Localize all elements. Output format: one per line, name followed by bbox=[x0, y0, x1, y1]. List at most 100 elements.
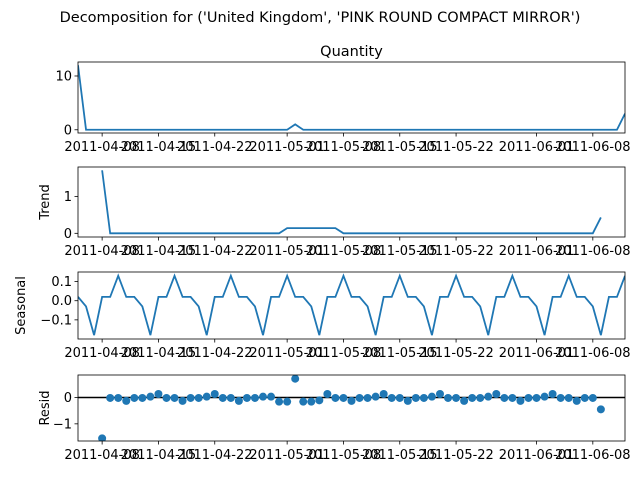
y-tick-label: 0 bbox=[64, 227, 72, 242]
resid-point bbox=[387, 393, 396, 402]
x-tick-label: 2011-06-08 bbox=[555, 448, 631, 463]
resid-point bbox=[411, 393, 420, 402]
x-tick-label: 2011-06-08 bbox=[555, 140, 631, 155]
resid-point bbox=[275, 397, 284, 406]
resid-point bbox=[508, 393, 517, 402]
series-resid bbox=[78, 375, 625, 441]
resid-point bbox=[452, 393, 461, 402]
x-tick-label: 2011-04-22 bbox=[177, 346, 253, 361]
resid-point bbox=[250, 393, 259, 402]
x-tick-label: 2011-05-15 bbox=[362, 244, 438, 259]
x-tick-label: 2011-05-15 bbox=[362, 346, 438, 361]
resid-point bbox=[307, 397, 316, 406]
resid-point bbox=[355, 393, 364, 402]
resid-point bbox=[580, 393, 589, 402]
panel-observed: Quantity 0 10 2011-04-082011-04-152011-04-2… bbox=[55, 44, 630, 155]
y-tick-label: 10 bbox=[55, 69, 72, 84]
x-tick-label: 2011-04-22 bbox=[177, 448, 253, 463]
x-tick-label: 2011-06-01 bbox=[499, 140, 575, 155]
x-tick-label: 2011-05-01 bbox=[249, 346, 325, 361]
seasonal-line bbox=[78, 273, 625, 336]
x-tick-label: 2011-05-01 bbox=[249, 244, 325, 259]
resid-point bbox=[548, 390, 557, 399]
resid-point bbox=[500, 393, 509, 402]
resid-point bbox=[435, 390, 444, 399]
resid-point bbox=[114, 393, 123, 402]
series-observed bbox=[78, 65, 625, 131]
resid-point bbox=[347, 396, 356, 405]
x-tick-label: 2011-04-08 bbox=[64, 448, 140, 463]
axes-frame bbox=[77, 374, 626, 442]
x-tick-label: 2011-05-01 bbox=[249, 140, 325, 155]
ylabel-trend: Trend bbox=[38, 184, 53, 221]
resid-point bbox=[202, 392, 211, 401]
resid-point bbox=[363, 393, 372, 402]
resid-point bbox=[572, 396, 581, 405]
resid-point bbox=[476, 393, 485, 402]
resid-point bbox=[98, 434, 107, 441]
resid-point bbox=[178, 396, 187, 405]
x-tick-label: 2011-05-08 bbox=[306, 346, 382, 361]
resid-point bbox=[588, 393, 597, 402]
resid-point bbox=[194, 393, 203, 402]
x-tick-label: 2011-06-08 bbox=[555, 346, 631, 361]
resid-point bbox=[492, 390, 501, 399]
y-tick-label: 0.0 bbox=[51, 294, 72, 309]
resid-point bbox=[331, 393, 340, 402]
resid-point bbox=[444, 393, 453, 402]
resid-point bbox=[210, 390, 219, 399]
y-tick-label: −0.1 bbox=[40, 313, 72, 328]
axes-frame bbox=[77, 166, 626, 238]
resid-point bbox=[419, 393, 428, 402]
resid-point bbox=[564, 393, 573, 402]
panel-seasonal: Seasonal 0.10.0−0.12011-04-082011-04-1520… bbox=[14, 271, 631, 361]
resid-point bbox=[146, 392, 155, 401]
resid-point bbox=[226, 393, 235, 402]
y-tick-label: 0.1 bbox=[51, 275, 72, 290]
x-tick-label: 2011-06-01 bbox=[499, 244, 575, 259]
panels: Quantity0102011-04-082011-04-152011-04-2… bbox=[14, 44, 631, 463]
resid-point bbox=[339, 393, 348, 402]
x-tick-label: 2011-05-22 bbox=[418, 140, 494, 155]
resid-point bbox=[460, 396, 469, 405]
x-tick-label: 2011-06-08 bbox=[555, 244, 631, 259]
series-trend bbox=[101, 170, 602, 235]
x-tick-label: 2011-04-08 bbox=[64, 244, 140, 259]
y-tick-label: 0 bbox=[64, 391, 72, 406]
resid-point bbox=[556, 393, 565, 402]
x-tick-label: 2011-04-08 bbox=[64, 140, 140, 155]
x-tick-label: 2011-05-22 bbox=[418, 346, 494, 361]
resid-point bbox=[379, 390, 388, 399]
resid-point bbox=[130, 393, 139, 402]
resid-point bbox=[170, 393, 179, 402]
ylabel-seasonal: Seasonal bbox=[14, 276, 29, 335]
resid-point bbox=[138, 393, 147, 402]
observed-line bbox=[78, 65, 625, 131]
resid-point bbox=[234, 396, 243, 405]
y-tick-label: −1 bbox=[53, 417, 72, 432]
series-seasonal bbox=[78, 273, 625, 336]
resid-point bbox=[291, 375, 300, 383]
resid-point bbox=[532, 393, 541, 402]
x-tick-label: 2011-05-22 bbox=[418, 244, 494, 259]
x-tick-label: 2011-05-08 bbox=[306, 140, 382, 155]
x-tick-label: 2011-05-22 bbox=[418, 448, 494, 463]
axes-frame bbox=[77, 61, 626, 134]
y-tick-label: 1 bbox=[64, 190, 72, 205]
resid-point bbox=[299, 397, 308, 406]
resid-point bbox=[259, 392, 268, 401]
resid-point bbox=[427, 392, 436, 401]
x-tick-label: 2011-04-22 bbox=[177, 244, 253, 259]
x-tick-label: 2011-05-01 bbox=[249, 448, 325, 463]
resid-point bbox=[267, 392, 276, 401]
x-tick-label: 2011-04-15 bbox=[121, 244, 197, 259]
x-tick-label: 2011-04-08 bbox=[64, 346, 140, 361]
resid-point bbox=[315, 396, 324, 405]
x-tick-label: 2011-05-08 bbox=[306, 448, 382, 463]
resid-point bbox=[540, 392, 549, 401]
x-tick-label: 2011-05-15 bbox=[362, 448, 438, 463]
resid-point bbox=[283, 397, 292, 406]
resid-point bbox=[484, 392, 493, 401]
resid-point bbox=[162, 393, 171, 402]
